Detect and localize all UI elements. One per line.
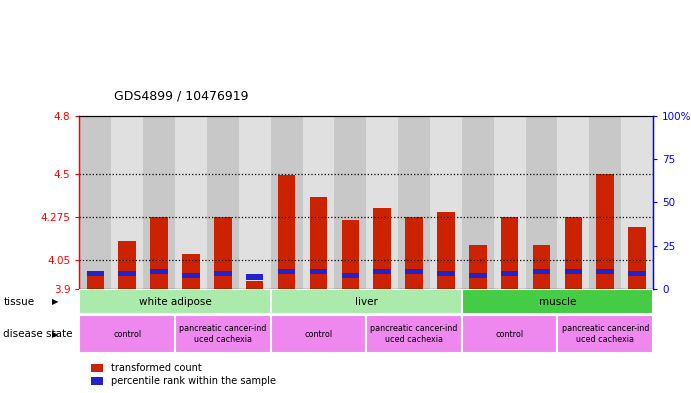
Bar — [398, 116, 430, 289]
Bar — [271, 116, 303, 289]
Text: control: control — [113, 330, 142, 338]
Bar — [366, 315, 462, 353]
Bar — [182, 254, 200, 289]
Bar — [175, 116, 207, 289]
Bar — [182, 272, 200, 278]
Bar — [405, 217, 423, 289]
Text: muscle: muscle — [539, 297, 576, 307]
Text: tissue: tissue — [3, 297, 35, 307]
Bar — [341, 220, 359, 289]
Bar — [303, 116, 334, 289]
Bar — [501, 217, 518, 289]
Bar — [526, 116, 558, 289]
Bar — [589, 116, 621, 289]
Bar — [310, 269, 328, 274]
Bar — [239, 116, 271, 289]
Bar — [278, 174, 295, 289]
Bar — [79, 315, 175, 353]
Bar — [111, 116, 143, 289]
Text: pancreatic cancer-ind
uced cachexia: pancreatic cancer-ind uced cachexia — [370, 324, 457, 344]
Bar — [271, 116, 303, 289]
Bar — [469, 272, 486, 278]
Bar — [621, 116, 653, 289]
Bar — [86, 275, 104, 289]
Bar — [493, 116, 526, 289]
Bar — [589, 116, 621, 289]
Bar — [118, 241, 136, 289]
Bar — [341, 272, 359, 278]
Bar — [430, 116, 462, 289]
Bar — [526, 116, 558, 289]
Bar — [437, 212, 455, 289]
Bar — [462, 116, 493, 289]
Bar — [565, 217, 582, 289]
Bar — [86, 271, 104, 276]
Bar — [151, 217, 168, 289]
Bar — [239, 116, 271, 289]
Bar — [462, 315, 558, 353]
Bar — [462, 116, 493, 289]
Text: pancreatic cancer-ind
uced cachexia: pancreatic cancer-ind uced cachexia — [562, 324, 649, 344]
Text: ▶: ▶ — [52, 297, 58, 306]
Bar — [278, 269, 295, 274]
Text: pancreatic cancer-ind
uced cachexia: pancreatic cancer-ind uced cachexia — [179, 324, 267, 344]
Bar — [596, 174, 614, 289]
Text: ▶: ▶ — [52, 330, 58, 338]
Bar — [373, 208, 391, 289]
Bar — [79, 116, 111, 289]
Legend: transformed count, percentile rank within the sample: transformed count, percentile rank withi… — [91, 363, 276, 386]
Bar — [246, 281, 263, 289]
Bar — [143, 116, 175, 289]
Bar — [366, 116, 398, 289]
Bar — [366, 116, 398, 289]
Bar — [398, 116, 430, 289]
Bar — [565, 269, 582, 274]
Bar — [462, 289, 653, 314]
Bar — [628, 271, 646, 276]
Bar — [469, 245, 486, 289]
Bar — [558, 315, 653, 353]
Bar — [207, 116, 239, 289]
Bar — [246, 274, 263, 280]
Bar — [628, 228, 646, 289]
Bar — [493, 116, 526, 289]
Text: disease state: disease state — [3, 329, 73, 339]
Bar — [111, 116, 143, 289]
Bar — [207, 116, 239, 289]
Bar — [79, 289, 271, 314]
Bar — [596, 269, 614, 274]
Text: control: control — [495, 330, 524, 338]
Text: liver: liver — [354, 297, 378, 307]
Bar — [303, 116, 334, 289]
Bar — [533, 245, 550, 289]
Text: GDS4899 / 10476919: GDS4899 / 10476919 — [114, 89, 249, 102]
Bar — [271, 289, 462, 314]
Bar — [214, 217, 231, 289]
Bar — [621, 116, 653, 289]
Bar — [558, 116, 589, 289]
Bar — [214, 271, 231, 276]
Bar — [501, 271, 518, 276]
Text: control: control — [304, 330, 332, 338]
Bar — [373, 269, 391, 274]
Bar — [558, 116, 589, 289]
Bar — [334, 116, 366, 289]
Bar — [175, 315, 271, 353]
Bar — [151, 269, 168, 274]
Bar — [271, 315, 366, 353]
Bar — [175, 116, 207, 289]
Bar — [430, 116, 462, 289]
Bar — [437, 271, 455, 276]
Text: white adipose: white adipose — [139, 297, 211, 307]
Bar — [118, 271, 136, 276]
Bar — [405, 269, 423, 274]
Bar — [334, 116, 366, 289]
Bar — [310, 196, 328, 289]
Bar — [533, 269, 550, 274]
Bar — [79, 116, 111, 289]
Bar — [143, 116, 175, 289]
